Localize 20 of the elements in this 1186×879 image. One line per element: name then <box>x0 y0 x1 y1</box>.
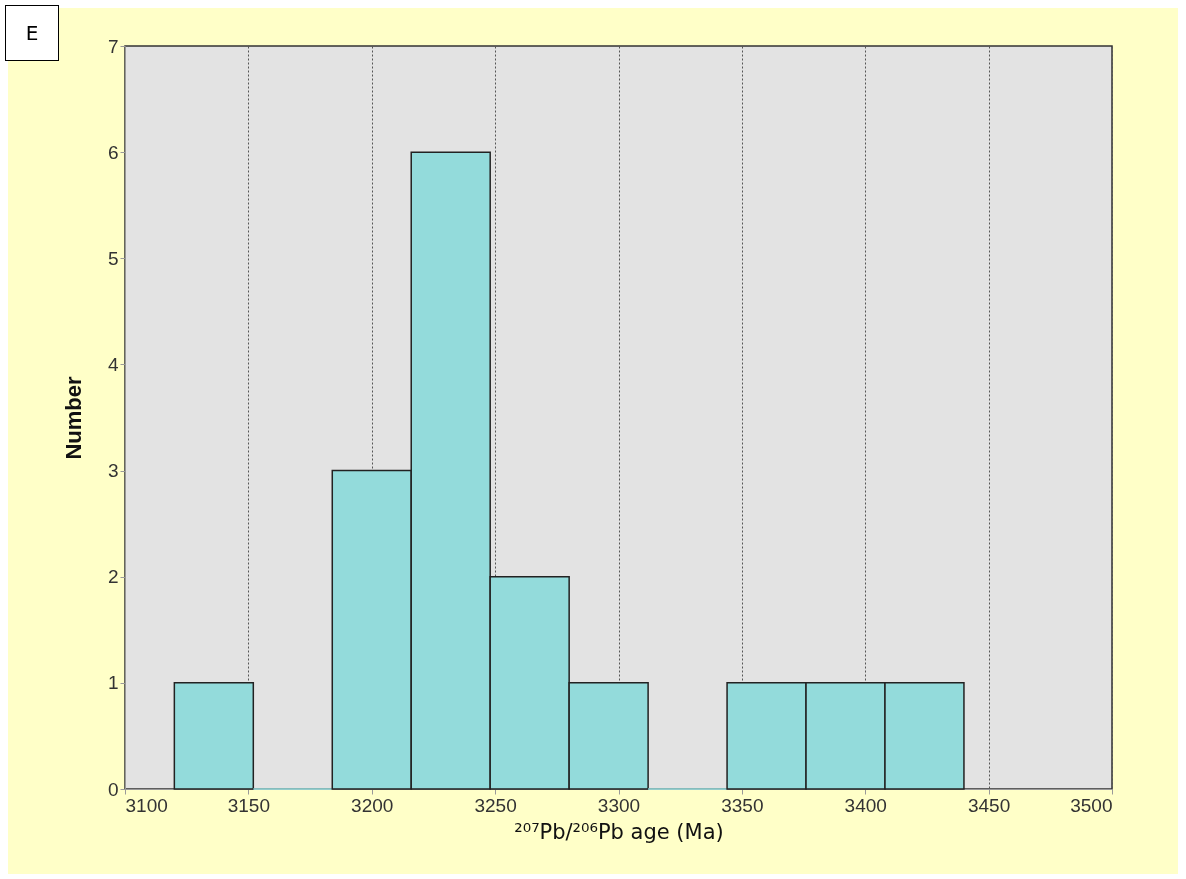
x-tick-label: 3250 <box>474 794 517 816</box>
y-tick-label: 2 <box>107 566 119 588</box>
y-tick-label: 5 <box>107 247 119 269</box>
x-tick-label: 3500 <box>1070 794 1113 816</box>
y-tick-label: 1 <box>107 672 119 694</box>
y-tick-label: 0 <box>107 778 119 800</box>
x-tick-label: 3100 <box>125 794 168 816</box>
x-tick-label: 3200 <box>351 794 394 816</box>
x-tick-label: 3300 <box>597 794 641 816</box>
y-tick-label: 6 <box>107 141 119 163</box>
x-tick-label: 3400 <box>844 794 887 816</box>
y-tick-label: 3 <box>107 460 119 482</box>
x-tick-label: 3150 <box>227 794 271 816</box>
text: E <box>5 5 59 61</box>
y-axis-title: Number <box>60 376 86 460</box>
y-tick-label: 4 <box>107 353 119 375</box>
x-axis-title: ²⁰⁷Pb/²⁰⁶Pb age (Ma) <box>514 819 724 844</box>
x-tick-label: 3450 <box>967 794 1011 816</box>
x-tick-label: 3350 <box>721 794 764 816</box>
y-tick-label: 7 <box>107 35 119 57</box>
